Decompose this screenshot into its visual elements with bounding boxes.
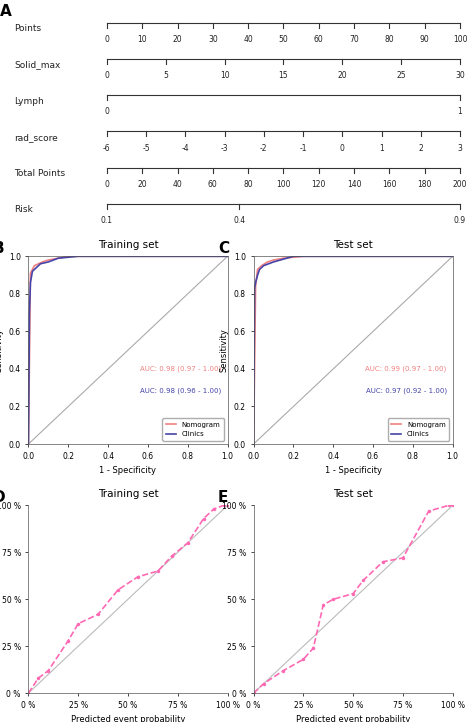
Text: 0: 0 [340,144,345,152]
Text: -1: -1 [299,144,307,152]
Text: rad_score: rad_score [14,133,58,142]
Text: 0.4: 0.4 [233,216,246,225]
Title: Test set: Test set [333,489,373,499]
Text: -3: -3 [221,144,228,152]
Text: 0: 0 [104,180,109,189]
Text: Lymph: Lymph [14,97,44,106]
Text: 10: 10 [220,71,229,80]
Text: 2: 2 [419,144,423,152]
Text: A: A [0,4,12,19]
Text: 1: 1 [379,144,384,152]
Text: C: C [218,241,229,256]
Text: Total Points: Total Points [14,169,65,178]
Text: 30: 30 [455,71,465,80]
Text: 0: 0 [104,71,109,80]
Text: 20: 20 [173,35,182,44]
Text: 60: 60 [208,180,218,189]
Text: 70: 70 [349,35,359,44]
Text: Solid_max: Solid_max [14,61,60,69]
Text: 0: 0 [104,35,109,44]
Text: 90: 90 [420,35,429,44]
Text: 100: 100 [276,180,291,189]
Y-axis label: Sensitivity: Sensitivity [0,329,3,372]
Text: -4: -4 [182,144,189,152]
Text: 60: 60 [314,35,324,44]
Title: Training set: Training set [98,489,158,499]
Text: 0.1: 0.1 [101,216,113,225]
Text: 80: 80 [384,35,394,44]
Text: 100: 100 [453,35,467,44]
Text: 160: 160 [382,180,397,189]
Text: 140: 140 [347,180,361,189]
Text: AUC: 0.99 (0.97 - 1.00): AUC: 0.99 (0.97 - 1.00) [365,365,447,372]
Legend: Nomogram, Clinics: Nomogram, Clinics [163,418,224,440]
Text: 3: 3 [457,144,463,152]
X-axis label: 1 - Specificity: 1 - Specificity [325,466,382,475]
Text: 80: 80 [243,180,253,189]
Text: 180: 180 [418,180,432,189]
X-axis label: Predicted event probability: Predicted event probability [296,716,410,722]
Text: 50: 50 [279,35,288,44]
Text: Risk: Risk [14,206,33,214]
Title: Test set: Test set [333,240,373,250]
Text: 20: 20 [137,180,147,189]
Text: 15: 15 [279,71,288,80]
Text: 40: 40 [173,180,182,189]
Text: B: B [0,241,4,256]
Text: 200: 200 [453,180,467,189]
Text: AUC: 0.97 (0.92 - 1.00): AUC: 0.97 (0.92 - 1.00) [365,388,447,394]
Text: 25: 25 [396,71,406,80]
Legend: Nomogram, Clinics: Nomogram, Clinics [388,418,449,440]
Text: 1: 1 [457,108,462,116]
Text: 10: 10 [137,35,147,44]
Text: 120: 120 [311,180,326,189]
Text: -2: -2 [260,144,268,152]
Y-axis label: Sensitivity: Sensitivity [219,329,228,372]
Text: 40: 40 [243,35,253,44]
Text: 0.9: 0.9 [454,216,466,225]
X-axis label: Predicted event probability: Predicted event probability [71,716,185,722]
Text: 20: 20 [337,71,347,80]
X-axis label: 1 - Specificity: 1 - Specificity [100,466,156,475]
Text: AUC: 0.98 (0.96 - 1.00): AUC: 0.98 (0.96 - 1.00) [140,388,221,394]
Text: 30: 30 [208,35,218,44]
Text: E: E [218,490,228,505]
Text: Points: Points [14,25,41,33]
Text: D: D [0,490,5,505]
Text: -6: -6 [103,144,111,152]
Text: -5: -5 [142,144,150,152]
Text: 0: 0 [104,108,109,116]
Text: AUC: 0.98 (0.97 - 1.00): AUC: 0.98 (0.97 - 1.00) [140,365,221,372]
Title: Training set: Training set [98,240,158,250]
Text: 5: 5 [164,71,168,80]
